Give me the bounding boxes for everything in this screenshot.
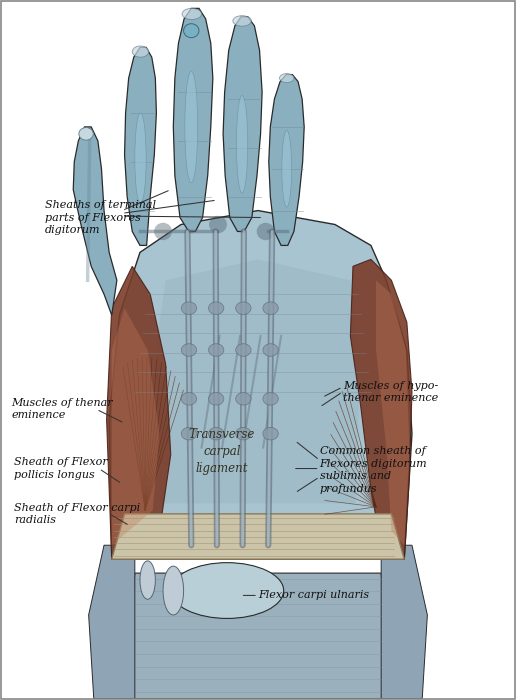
Ellipse shape xyxy=(236,393,251,405)
Text: Common sheath of
Flexores digitorum
sublimis and
profundus: Common sheath of Flexores digitorum subl… xyxy=(319,447,427,494)
Ellipse shape xyxy=(181,302,197,314)
Ellipse shape xyxy=(182,8,202,20)
Polygon shape xyxy=(376,280,409,545)
Text: Muscles of thenar
eminence: Muscles of thenar eminence xyxy=(12,398,114,421)
Ellipse shape xyxy=(263,428,278,440)
Ellipse shape xyxy=(181,344,197,356)
Polygon shape xyxy=(381,545,427,699)
Ellipse shape xyxy=(163,566,184,615)
Polygon shape xyxy=(124,48,156,246)
Text: Sheaths of terminal
parts of Flexores
digitorum: Sheaths of terminal parts of Flexores di… xyxy=(45,200,156,235)
Ellipse shape xyxy=(140,561,155,599)
Polygon shape xyxy=(223,17,262,232)
Polygon shape xyxy=(112,514,404,559)
Polygon shape xyxy=(73,127,117,315)
Ellipse shape xyxy=(263,393,278,405)
Ellipse shape xyxy=(208,344,224,356)
Ellipse shape xyxy=(79,127,93,140)
Ellipse shape xyxy=(135,113,146,204)
Text: Sheath of Flexor
pollicis longus: Sheath of Flexor pollicis longus xyxy=(14,457,108,480)
Ellipse shape xyxy=(280,74,294,83)
Text: Flexor carpi ulnaris: Flexor carpi ulnaris xyxy=(258,590,369,601)
Polygon shape xyxy=(155,260,361,503)
Ellipse shape xyxy=(181,428,197,440)
Ellipse shape xyxy=(132,46,149,57)
Ellipse shape xyxy=(282,130,292,207)
Text: Transverse
carpal
ligament: Transverse carpal ligament xyxy=(189,428,255,475)
Ellipse shape xyxy=(236,302,251,314)
Ellipse shape xyxy=(236,95,248,193)
Ellipse shape xyxy=(185,71,198,183)
Polygon shape xyxy=(109,211,412,559)
Ellipse shape xyxy=(184,24,199,38)
Polygon shape xyxy=(350,260,412,559)
Text: Muscles of hypo-
thenar eminence: Muscles of hypo- thenar eminence xyxy=(343,381,438,403)
Polygon shape xyxy=(173,8,213,232)
Ellipse shape xyxy=(263,302,278,314)
Ellipse shape xyxy=(208,393,224,405)
Ellipse shape xyxy=(208,302,224,314)
Ellipse shape xyxy=(208,428,224,440)
Ellipse shape xyxy=(236,344,251,356)
Polygon shape xyxy=(112,308,159,545)
Ellipse shape xyxy=(181,393,197,405)
Ellipse shape xyxy=(209,216,227,233)
Ellipse shape xyxy=(236,428,251,440)
Ellipse shape xyxy=(263,344,278,356)
Ellipse shape xyxy=(233,15,251,26)
Ellipse shape xyxy=(257,223,275,240)
Text: Sheath of Flexor carpi
radialis: Sheath of Flexor carpi radialis xyxy=(14,503,140,525)
Polygon shape xyxy=(107,266,171,559)
Ellipse shape xyxy=(171,563,284,618)
Ellipse shape xyxy=(154,223,172,240)
Polygon shape xyxy=(124,573,392,699)
Polygon shape xyxy=(269,75,304,246)
Polygon shape xyxy=(89,545,135,699)
